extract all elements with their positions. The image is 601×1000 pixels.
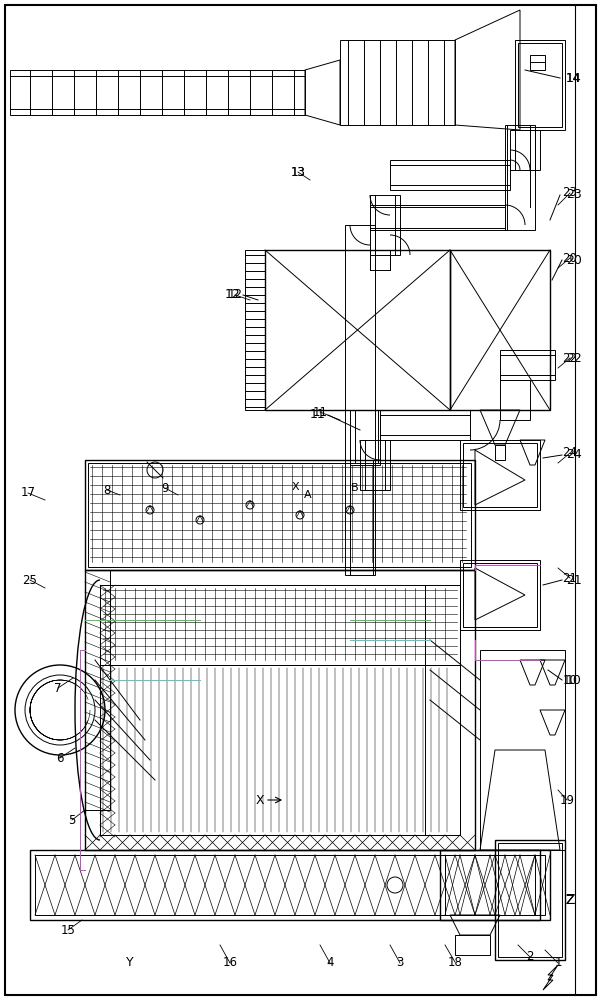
Bar — [518, 43, 562, 127]
Bar — [100, 665, 460, 835]
Text: X: X — [291, 482, 299, 492]
Bar — [35, 855, 535, 915]
Bar — [495, 840, 565, 960]
Text: 11: 11 — [310, 408, 326, 422]
Text: X: X — [255, 794, 264, 806]
Text: 20: 20 — [566, 253, 582, 266]
Bar — [88, 463, 471, 567]
Bar — [480, 650, 565, 850]
Bar — [500, 350, 555, 380]
Bar — [505, 125, 535, 230]
Text: 5: 5 — [69, 814, 76, 826]
Bar — [10, 70, 305, 115]
Text: 12: 12 — [228, 288, 242, 302]
Bar — [340, 40, 455, 125]
Text: 1: 1 — [554, 956, 562, 970]
Bar — [85, 460, 475, 570]
Text: 17: 17 — [20, 487, 35, 499]
Bar — [460, 440, 540, 510]
Text: 2: 2 — [526, 950, 534, 964]
Bar — [495, 445, 505, 460]
Text: 20: 20 — [563, 251, 578, 264]
Text: 10: 10 — [566, 674, 582, 686]
Text: 15: 15 — [61, 924, 76, 936]
Text: 23: 23 — [566, 188, 582, 202]
Bar — [460, 560, 540, 630]
Bar — [345, 460, 375, 575]
Text: 14: 14 — [566, 72, 581, 85]
Text: 24: 24 — [563, 446, 578, 460]
Bar — [370, 205, 505, 230]
Bar — [500, 380, 530, 420]
Bar — [455, 935, 490, 955]
Text: 9: 9 — [161, 482, 169, 494]
Text: 13: 13 — [290, 165, 305, 178]
Bar — [510, 130, 540, 170]
Bar — [370, 195, 400, 255]
Text: 10: 10 — [563, 674, 578, 686]
Text: 18: 18 — [448, 956, 462, 968]
Text: 16: 16 — [222, 956, 237, 970]
Bar — [450, 250, 550, 410]
Text: 8: 8 — [103, 484, 111, 496]
Bar — [515, 40, 565, 130]
Text: 3: 3 — [396, 956, 404, 970]
Bar — [85, 570, 110, 810]
Bar — [425, 585, 460, 835]
Text: B: B — [351, 483, 359, 493]
Text: 23: 23 — [563, 186, 578, 200]
Text: 22: 22 — [566, 352, 582, 364]
Bar — [498, 843, 562, 957]
Text: 11: 11 — [313, 406, 328, 418]
Text: 24: 24 — [566, 448, 582, 462]
Text: 19: 19 — [560, 794, 575, 806]
Bar — [380, 410, 470, 440]
Bar — [440, 850, 550, 920]
Text: 22: 22 — [563, 352, 578, 364]
Bar — [463, 443, 537, 507]
Text: Z: Z — [566, 894, 574, 906]
Bar — [360, 440, 390, 490]
Bar — [463, 563, 537, 627]
Text: 21: 21 — [566, 574, 582, 586]
Text: 4: 4 — [326, 956, 334, 970]
Bar — [390, 160, 510, 190]
Text: 7: 7 — [54, 682, 62, 694]
Bar — [100, 585, 460, 665]
Bar — [530, 55, 545, 70]
Bar — [245, 250, 265, 410]
Text: A: A — [304, 490, 312, 500]
Bar — [345, 225, 375, 460]
Bar — [350, 410, 380, 465]
Text: 13: 13 — [290, 165, 305, 178]
Bar — [265, 250, 450, 410]
Text: Y: Y — [126, 956, 134, 970]
Text: 14: 14 — [566, 72, 582, 85]
Text: 25: 25 — [23, 574, 37, 586]
Bar — [85, 570, 475, 850]
Bar — [100, 585, 460, 835]
Bar — [30, 850, 540, 920]
Bar — [370, 250, 390, 270]
Text: 12: 12 — [225, 288, 241, 302]
Bar — [445, 855, 545, 915]
Text: 6: 6 — [56, 752, 64, 764]
Text: Z: Z — [566, 893, 575, 907]
Text: 21: 21 — [563, 572, 578, 584]
